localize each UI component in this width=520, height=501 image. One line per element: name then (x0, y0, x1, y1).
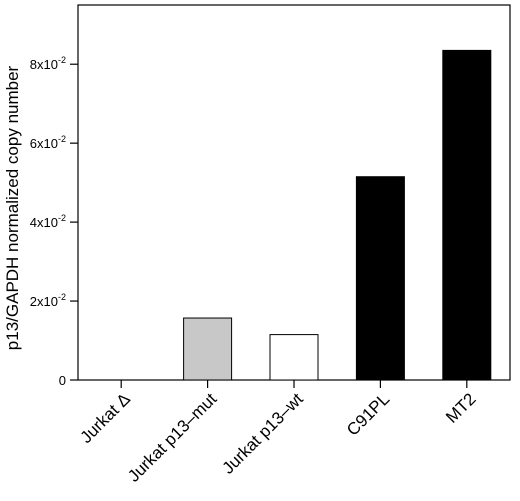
y-tick-label-2: 4x10-2 (30, 213, 66, 230)
x-tick-label-2: Jurkat p13–wt (219, 389, 307, 477)
x-tick-label-1: Jurkat p13–mut (124, 389, 220, 485)
y-axis: 0 2x10-2 4x10-2 6x10-2 8x10-2 (30, 55, 78, 388)
bar-4 (442, 49, 492, 381)
x-tick-label-4: MT2 (442, 389, 479, 426)
x-tick-label-3: C91PL (343, 389, 393, 439)
bar-3 (355, 176, 405, 381)
x-tick-label-0: Jurkat Δ (76, 389, 134, 447)
y-axis-label: p13/GAPDH normalized copy number (3, 65, 22, 350)
bar-2 (269, 334, 319, 381)
y-tick-label-0: 0 (59, 373, 66, 388)
bars (183, 49, 492, 381)
y-tick-label-4: 8x10-2 (30, 55, 66, 72)
y-tick-label-3: 6x10-2 (30, 134, 66, 151)
y-tick-label-1: 2x10-2 (30, 292, 66, 309)
bar-1 (183, 317, 233, 381)
